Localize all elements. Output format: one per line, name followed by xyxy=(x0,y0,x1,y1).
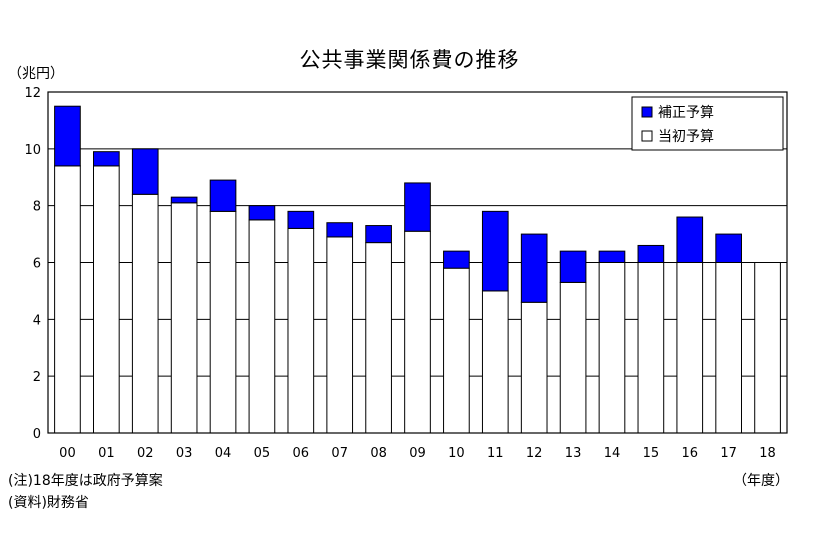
bar-initial-budget-10 xyxy=(443,267,470,434)
bar-supplementary-budget-01 xyxy=(93,151,120,167)
bar-initial-budget-14 xyxy=(598,262,626,434)
y-tick-label: 2 xyxy=(33,370,41,385)
bar-initial-budget-01 xyxy=(93,165,120,434)
bar-supplementary-budget-15 xyxy=(637,244,665,263)
bar-supplementary-budget-12 xyxy=(520,233,548,303)
x-tick-label: 14 xyxy=(604,446,621,461)
x-tick-label: 16 xyxy=(681,446,698,461)
x-tick-label: 03 xyxy=(176,446,193,461)
bar-supplementary-budget-17 xyxy=(715,233,742,263)
x-tick-label: 17 xyxy=(720,446,737,461)
y-tick-labels: 0 2 4 6 8 10 12 xyxy=(24,86,41,442)
x-axis-unit-label: （年度） xyxy=(733,473,789,489)
bar-initial-budget-18 xyxy=(754,262,781,434)
x-tick-label: 07 xyxy=(331,446,348,461)
bar-initial-budget-05 xyxy=(248,219,276,434)
bar-supplementary-budget-04 xyxy=(209,179,237,212)
x-tick-label: 15 xyxy=(643,446,660,461)
bar-initial-budget-06 xyxy=(287,227,315,434)
bar-initial-budget-12 xyxy=(520,301,548,434)
x-tick-label: 13 xyxy=(565,446,582,461)
x-tick-label: 10 xyxy=(448,446,465,461)
bar-supplementary-budget-11 xyxy=(481,210,509,292)
y-tick-label: 8 xyxy=(33,200,41,215)
bar-initial-budget-03 xyxy=(170,202,198,434)
bar-initial-budget-17 xyxy=(715,262,742,434)
x-tick-label: 01 xyxy=(98,446,115,461)
y-tick-label: 6 xyxy=(33,257,41,272)
bar-supplementary-budget-03 xyxy=(170,196,198,204)
legend-label: 当初予算 xyxy=(658,128,714,145)
x-tick-label: 06 xyxy=(293,446,310,461)
bar-initial-budget-00 xyxy=(54,165,81,434)
y-tick-label: 10 xyxy=(24,143,41,158)
x-tick-label: 08 xyxy=(370,446,387,461)
y-axis-unit-label: （兆円） xyxy=(8,66,64,82)
x-tick-label: 05 xyxy=(254,446,271,461)
bar-initial-budget-11 xyxy=(481,290,509,434)
x-tick-label: 12 xyxy=(526,446,543,461)
footnote-source: (資料)財務省 xyxy=(8,495,89,511)
bar-supplementary-budget-16 xyxy=(676,216,704,264)
bar-initial-budget-15 xyxy=(637,262,665,434)
x-tick-label: 04 xyxy=(215,446,232,461)
bar-supplementary-budget-14 xyxy=(598,250,626,263)
bar-supplementary-budget-00 xyxy=(54,105,81,167)
bar-initial-budget-04 xyxy=(209,210,237,434)
bar-supplementary-budget-10 xyxy=(443,250,470,269)
y-tick-label: 4 xyxy=(33,313,41,328)
chart-title: 公共事業関係費の推移 xyxy=(299,48,520,72)
bar-initial-budget-13 xyxy=(559,281,587,434)
bar-supplementary-budget-07 xyxy=(326,222,354,238)
bar-supplementary-budget-05 xyxy=(248,205,276,221)
bar-initial-budget-02 xyxy=(131,193,159,434)
bar-initial-budget-16 xyxy=(676,262,704,434)
legend-swatch xyxy=(641,106,653,118)
bar-supplementary-budget-09 xyxy=(404,182,431,232)
x-tick-label: 18 xyxy=(759,446,776,461)
x-tick-label: 00 xyxy=(59,446,76,461)
y-tick-label: 12 xyxy=(24,86,41,101)
axes xyxy=(47,91,788,434)
bar-initial-budget-09 xyxy=(404,230,431,434)
bar-supplementary-budget-06 xyxy=(287,210,315,229)
bar-initial-budget-07 xyxy=(326,236,354,434)
legend-swatch xyxy=(641,130,653,142)
bar-supplementary-budget-02 xyxy=(131,148,159,195)
bars xyxy=(54,105,781,434)
x-tick-label: 09 xyxy=(409,446,426,461)
x-tick-label: 11 xyxy=(487,446,504,461)
plot-frame xyxy=(47,91,788,434)
bar-initial-budget-08 xyxy=(365,242,392,434)
legend-box xyxy=(631,96,784,151)
x-tick-labels: 00 01 02 03 04 05 06 07 08 09 10 11 12 13 14 15 16 17 18 xyxy=(59,446,776,461)
footnote-note: (注)18年度は政府予算案 xyxy=(8,473,163,489)
bar-supplementary-budget-13 xyxy=(559,250,587,283)
y-tick-label: 0 xyxy=(33,427,41,442)
bar-supplementary-budget-08 xyxy=(365,225,392,244)
x-tick-label: 02 xyxy=(137,446,154,461)
legend-label: 補正予算 xyxy=(658,105,714,121)
